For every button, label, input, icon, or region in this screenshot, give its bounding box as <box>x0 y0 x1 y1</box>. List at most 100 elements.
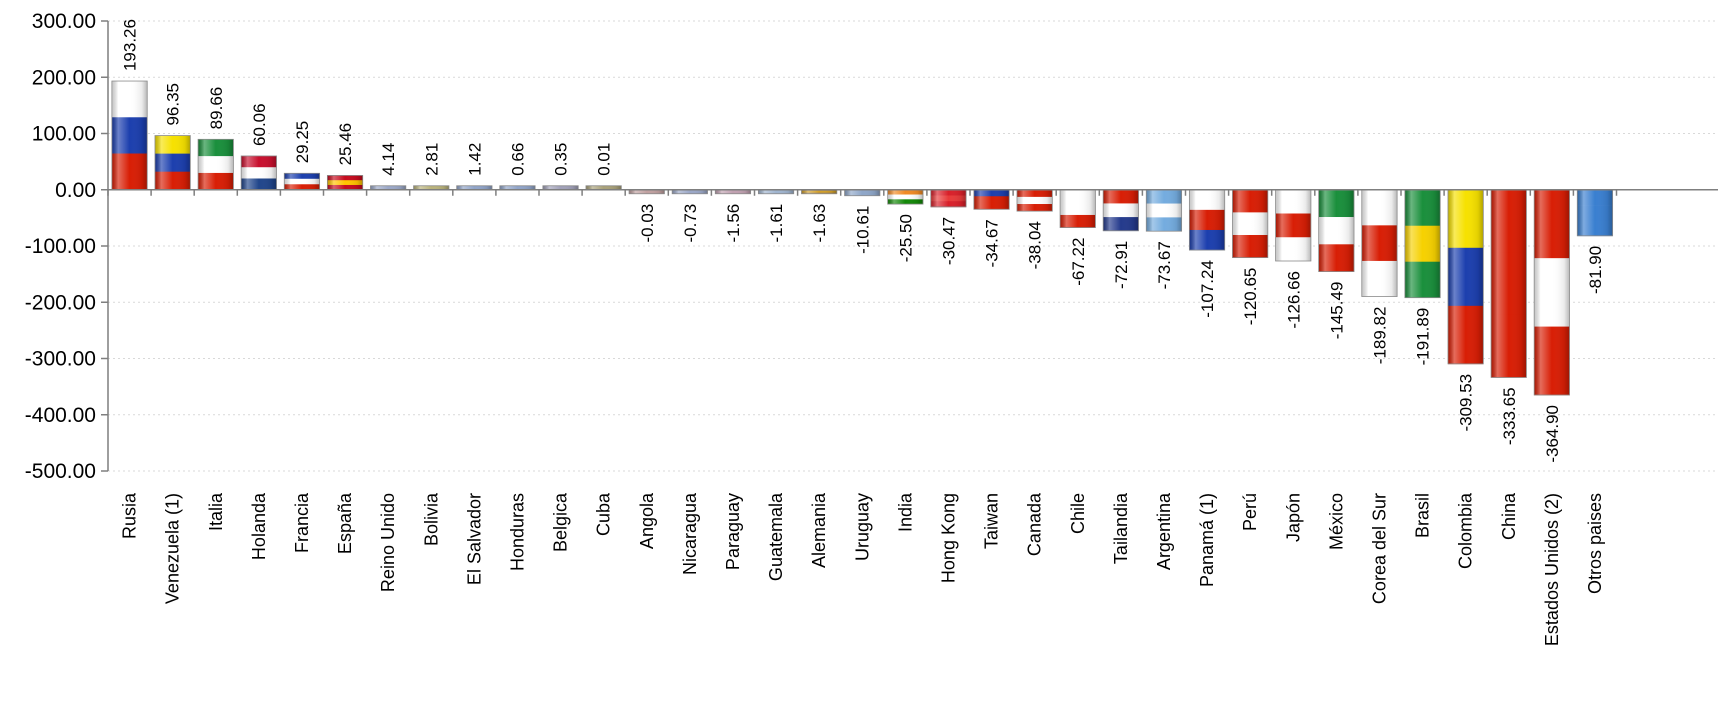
category-label: Belgica <box>551 492 571 552</box>
bar-gloss <box>672 189 708 194</box>
bar-gloss <box>1404 189 1441 298</box>
y-tick-label: -200.00 <box>25 291 96 314</box>
category-label: Italia <box>206 492 226 531</box>
data-label: -25.50 <box>896 214 915 262</box>
y-tick-label: -400.00 <box>25 404 96 427</box>
category-label: Chile <box>1068 493 1088 534</box>
y-tick-label: 100.00 <box>32 123 96 146</box>
bar-gloss <box>198 139 234 190</box>
bar-gloss <box>1232 189 1268 258</box>
data-labels: 193.26 96.35 89.66 60.06 29.25 25.46 4.14 2.81 1… <box>121 19 1605 463</box>
category-label: Paraguay <box>723 493 743 570</box>
category-label: Cuba <box>594 492 614 536</box>
data-label: -309.53 <box>1457 374 1476 432</box>
bar-gloss <box>111 81 148 190</box>
data-label: -126.66 <box>1284 271 1303 329</box>
data-label: 193.26 <box>121 19 140 71</box>
bar <box>326 175 364 191</box>
category-label: Angola <box>637 492 657 549</box>
bar <box>1361 189 1398 297</box>
data-label: 0.01 <box>595 143 614 176</box>
data-label: -72.91 <box>1112 241 1131 289</box>
bar-gloss <box>413 185 449 190</box>
bar <box>1188 189 1226 251</box>
data-label: -145.49 <box>1327 282 1346 340</box>
bar-gloss <box>1146 189 1182 232</box>
y-tick-label: 200.00 <box>32 66 96 89</box>
bar-gloss <box>456 185 493 190</box>
category-label: Panamá (1) <box>1197 493 1217 587</box>
data-label: 29.25 <box>293 121 312 164</box>
bar <box>111 80 148 191</box>
category-label: Canada <box>1025 492 1045 556</box>
category-label: Argentina <box>1154 492 1174 570</box>
category-label: Nicaragua <box>680 492 700 575</box>
category-label: India <box>895 492 915 532</box>
data-label: -120.65 <box>1241 268 1260 326</box>
bar <box>197 138 234 191</box>
bar-gloss <box>284 173 320 190</box>
category-label: México <box>1326 493 1346 550</box>
category-label: Rusia <box>120 492 140 539</box>
data-label: 0.66 <box>508 143 527 176</box>
data-label: 0.35 <box>552 143 571 176</box>
data-label: 4.14 <box>379 143 398 176</box>
bar-gloss <box>1189 189 1225 251</box>
bar-gloss <box>1318 189 1355 272</box>
category-label: Reino Unido <box>378 493 398 592</box>
bar-gloss <box>1103 189 1139 231</box>
bar <box>1059 189 1096 228</box>
data-label: -1.61 <box>767 204 786 243</box>
data-label: -107.24 <box>1198 260 1217 318</box>
bar-gloss <box>1361 189 1398 297</box>
bar <box>1404 189 1441 299</box>
bar <box>844 189 881 197</box>
bar-gloss <box>499 185 536 190</box>
category-label: El Salvador <box>464 493 484 585</box>
y-tick-label: -500.00 <box>25 460 96 483</box>
category-label: Tailandia <box>1111 492 1131 564</box>
category-label: Alemania <box>809 492 829 568</box>
data-label: 89.66 <box>207 87 226 130</box>
bar <box>1318 189 1355 272</box>
category-label: España <box>335 492 355 554</box>
data-label: -81.90 <box>1586 246 1605 294</box>
bar <box>1447 189 1484 365</box>
category-label: Honduras <box>507 493 527 571</box>
bar-gloss <box>887 189 924 205</box>
data-label: -189.82 <box>1370 307 1389 365</box>
bar-gloss <box>241 155 277 190</box>
category-label: Francia <box>292 492 312 553</box>
bar-gloss <box>1275 189 1311 261</box>
bar-gloss <box>930 189 967 207</box>
x-axis <box>107 189 1718 196</box>
data-label: 96.35 <box>164 83 183 126</box>
data-label: -191.89 <box>1414 308 1433 366</box>
bar <box>240 155 277 191</box>
bar-gloss <box>585 185 622 190</box>
category-label: Bolivia <box>421 492 441 546</box>
data-label: -30.47 <box>939 217 958 265</box>
bar-gloss <box>758 189 794 194</box>
category-label: Estados Unidos (2) <box>1542 493 1562 646</box>
bar-gloss <box>629 189 665 194</box>
category-label: Japón <box>1283 493 1303 542</box>
y-tick-label: -300.00 <box>25 348 96 371</box>
data-label: -1.63 <box>810 204 829 243</box>
data-label: -10.61 <box>853 206 872 254</box>
y-tick-label: 0.00 <box>55 179 96 202</box>
data-label: -0.73 <box>681 204 700 243</box>
y-tick-label: 300.00 <box>32 10 96 33</box>
category-label: Uruguay <box>852 493 872 561</box>
bar <box>1016 189 1053 212</box>
data-label: 25.46 <box>336 123 355 166</box>
category-label: Corea del Sur <box>1369 493 1389 604</box>
category-label: Venezuela (1) <box>163 493 183 604</box>
bar <box>973 189 1010 210</box>
category-labels: Rusia Venezuela (1) Italia Holanda Francia Es… <box>120 492 1605 646</box>
bar-gloss <box>1016 189 1053 212</box>
bar-gloss <box>1447 189 1484 364</box>
category-label: Perú <box>1240 493 1260 531</box>
